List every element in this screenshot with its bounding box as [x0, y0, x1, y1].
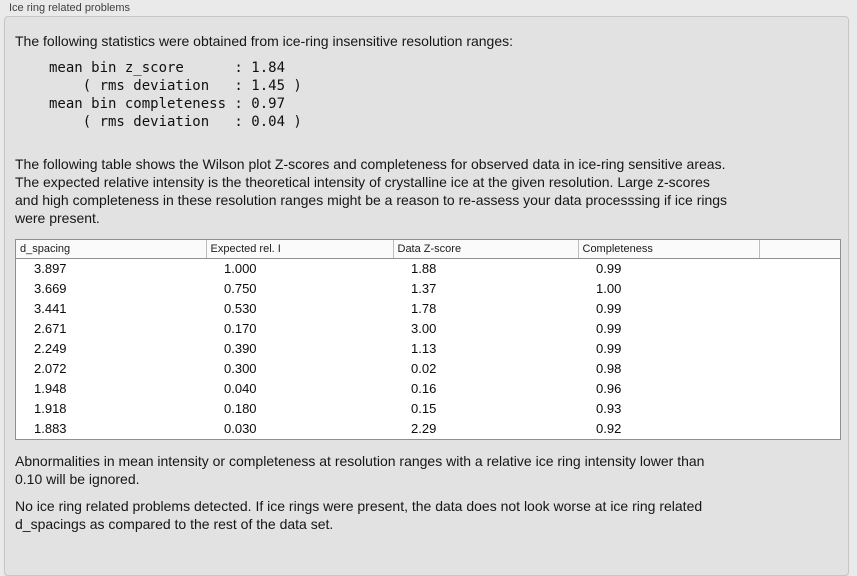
- table-header: d_spacing Expected rel. I Data Z-score Comp…: [16, 240, 840, 259]
- table-cell: 3.669: [34, 281, 67, 296]
- table-cell: 0.030: [224, 421, 257, 436]
- table-cell: [759, 279, 840, 299]
- table-cell: [759, 379, 840, 399]
- table-row[interactable]: 3.669 0.750 1.37 1.00: [16, 279, 840, 299]
- table-cell: 0.180: [224, 401, 257, 416]
- table-cell: 1.918: [34, 401, 67, 416]
- table-cell: 1.948: [34, 381, 67, 396]
- table-cell: [759, 339, 840, 359]
- ice-ring-panel: The following statistics were obtained f…: [4, 16, 849, 576]
- column-header-empty[interactable]: [759, 240, 840, 259]
- intro-text: The following statistics were obtained f…: [15, 33, 514, 49]
- table-cell: 2.671: [34, 321, 67, 336]
- table-row[interactable]: 1.948 0.040 0.16 0.96: [16, 379, 840, 399]
- table-cell: 1.78: [411, 301, 437, 316]
- conclusion-text: No ice ring related problems detected. I…: [15, 498, 703, 532]
- table-cell: 3.897: [34, 261, 67, 276]
- table-cell: [759, 319, 840, 339]
- table-cell: 1.88: [411, 261, 437, 276]
- column-header-expected-rel-i[interactable]: Expected rel. I: [206, 240, 394, 259]
- table-cell: 3.441: [34, 301, 67, 316]
- table-cell: 0.530: [224, 301, 257, 316]
- table-row[interactable]: 1.918 0.180 0.15 0.93: [16, 399, 840, 419]
- table-cell: 2.29: [411, 421, 437, 436]
- table-row[interactable]: 3.441 0.530 1.78 0.99: [16, 299, 840, 319]
- table-cell: 1.000: [224, 261, 257, 276]
- table-cell: 0.99: [596, 341, 622, 356]
- ice-ring-table: d_spacing Expected rel. I Data Z-score Comp…: [15, 239, 841, 440]
- table-intro-text: The following table shows the Wilson plo…: [15, 156, 728, 226]
- table-cell: 2.249: [34, 341, 67, 356]
- ignore-note-text: Abnormalities in mean intensity or compl…: [15, 453, 705, 487]
- table-cell: 1.00: [596, 281, 622, 296]
- column-header-data-z-score[interactable]: Data Z-score: [393, 240, 579, 259]
- table-cell: 0.16: [411, 381, 437, 396]
- table-cell: 0.02: [411, 361, 437, 376]
- stats-block: mean bin z_score : 1.84 ( rms deviation …: [49, 60, 302, 130]
- table-cell: 1.37: [411, 281, 437, 296]
- table-row[interactable]: 3.897 1.000 1.88 0.99: [16, 259, 840, 280]
- groupbox-title: Ice ring related problems: [9, 2, 131, 14]
- table-cell: 0.390: [224, 341, 257, 356]
- ice-ring-table-grid: d_spacing Expected rel. I Data Z-score Comp…: [16, 240, 840, 439]
- table-row[interactable]: 2.072 0.300 0.02 0.98: [16, 359, 840, 379]
- table-cell: 0.98: [596, 361, 622, 376]
- table-cell: 0.99: [596, 261, 622, 276]
- table-cell: [759, 419, 840, 439]
- table-cell: 1.13: [411, 341, 437, 356]
- table-cell: 0.040: [224, 381, 257, 396]
- table-cell: 0.170: [224, 321, 257, 336]
- table-row[interactable]: 1.883 0.030 2.29 0.92: [16, 419, 840, 439]
- table-cell: 3.00: [411, 321, 437, 336]
- table-cell: [759, 399, 840, 419]
- table-cell: 0.99: [596, 301, 622, 316]
- table-cell: 2.072: [34, 361, 67, 376]
- table-cell: 0.99: [596, 321, 622, 336]
- column-header-d-spacing[interactable]: d_spacing: [16, 240, 207, 259]
- table-cell: 0.92: [596, 421, 622, 436]
- table-row[interactable]: 2.671 0.170 3.00 0.99: [16, 319, 840, 339]
- table-cell: 0.300: [224, 361, 257, 376]
- table-cell: [759, 259, 840, 280]
- table-cell: 1.883: [34, 421, 67, 436]
- table-cell: 0.750: [224, 281, 257, 296]
- table-cell: [759, 359, 840, 379]
- table-cell: 0.93: [596, 401, 622, 416]
- table-row[interactable]: 2.249 0.390 1.13 0.99: [16, 339, 840, 359]
- table-cell: [759, 299, 840, 319]
- column-header-completeness[interactable]: Completeness: [578, 240, 760, 259]
- table-cell: 0.15: [411, 401, 437, 416]
- table-cell: 0.96: [596, 381, 622, 396]
